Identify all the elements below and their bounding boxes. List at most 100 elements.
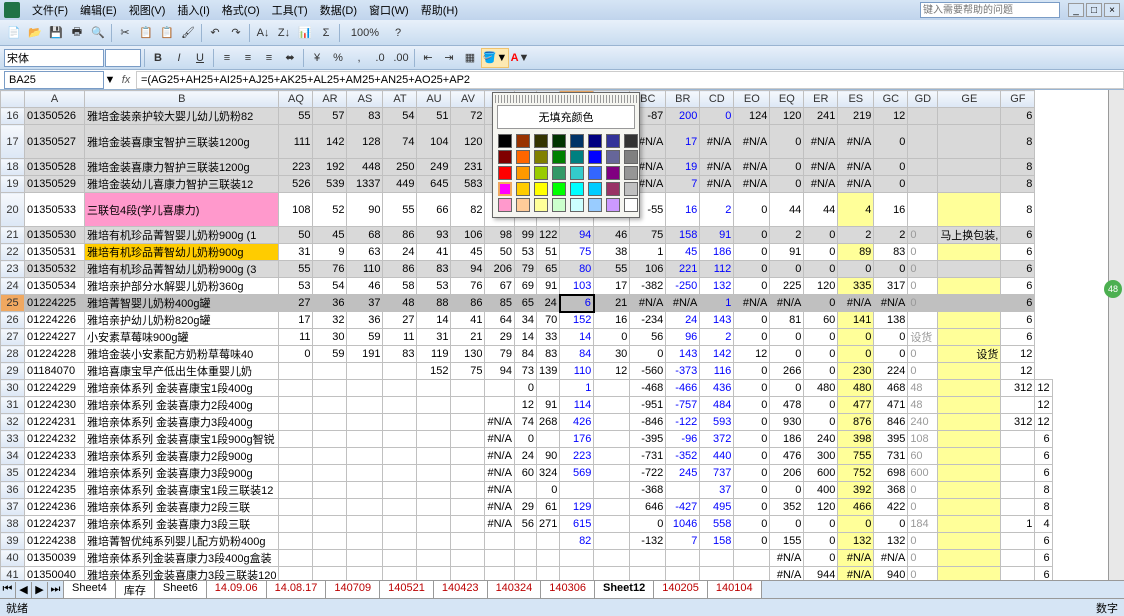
cell[interactable]: 32 [313, 312, 347, 329]
cell[interactable]: 45 [451, 244, 485, 261]
font-color-icon[interactable]: A▼ [510, 48, 530, 68]
cell[interactable]: 8 [1001, 193, 1035, 227]
cell[interactable]: 646 [630, 499, 666, 516]
cell[interactable]: 01350532 [25, 261, 85, 278]
cell[interactable]: 128 [347, 125, 383, 159]
color-swatch[interactable] [624, 166, 638, 180]
color-swatch[interactable] [570, 166, 584, 180]
cell[interactable]: 0 [734, 193, 770, 227]
cell[interactable]: 8 [1035, 482, 1052, 499]
cell[interactable]: 雅培喜康宝早产低出生体重婴儿奶 [85, 363, 279, 380]
cell[interactable] [594, 533, 630, 550]
cell[interactable]: 51 [536, 244, 559, 261]
cell[interactable]: 2 [874, 227, 908, 244]
cell[interactable]: 0 [908, 278, 938, 295]
cell[interactable] [417, 499, 451, 516]
cell[interactable]: 539 [313, 176, 347, 193]
sheet-tab[interactable]: 140709 [325, 580, 380, 599]
cell[interactable]: #N/A [838, 176, 874, 193]
chart-icon[interactable]: 📊 [295, 23, 315, 43]
row-header[interactable]: 40 [1, 550, 25, 567]
cell[interactable]: 440 [700, 448, 734, 465]
cell[interactable]: 2 [700, 329, 734, 346]
tab-nav[interactable]: ⏮ [0, 582, 16, 598]
cell[interactable]: 224 [874, 363, 908, 380]
cell[interactable]: 60 [514, 465, 536, 482]
row-header[interactable]: 20 [1, 193, 25, 227]
cell[interactable]: 120 [451, 125, 485, 159]
cell[interactable]: 雅培亲体系列 金装喜康力2段400g [85, 397, 279, 414]
formula-input[interactable] [136, 71, 1124, 89]
cell[interactable]: 53 [514, 244, 536, 261]
cell[interactable]: -122 [666, 414, 700, 431]
cell[interactable]: 01350039 [25, 550, 85, 567]
color-swatch[interactable] [534, 198, 548, 212]
cell[interactable] [313, 448, 347, 465]
cell[interactable]: 12 [514, 397, 536, 414]
cell[interactable] [347, 533, 383, 550]
cell[interactable]: 76 [451, 278, 485, 295]
cell[interactable]: 0 [874, 516, 908, 533]
cell[interactable] [536, 533, 559, 550]
cell[interactable] [908, 176, 938, 193]
cell[interactable]: #N/A [838, 550, 874, 567]
cell[interactable]: 79 [485, 346, 514, 363]
cell[interactable]: 01350528 [25, 159, 85, 176]
cell[interactable]: 240 [804, 431, 838, 448]
cell[interactable] [347, 448, 383, 465]
cell[interactable] [938, 499, 1001, 516]
row-header[interactable]: 16 [1, 108, 25, 125]
cell[interactable] [313, 465, 347, 482]
cell[interactable]: 90 [347, 193, 383, 227]
cell[interactable] [279, 414, 313, 431]
restore-button[interactable]: □ [1086, 3, 1102, 17]
cell[interactable] [451, 397, 485, 414]
cell[interactable]: 12 [734, 346, 770, 363]
cell[interactable]: 29 [485, 329, 514, 346]
cell[interactable]: 110 [347, 261, 383, 278]
copy-icon[interactable]: 📋 [136, 23, 156, 43]
cell[interactable]: 0 [874, 176, 908, 193]
cell[interactable]: -757 [666, 397, 700, 414]
percent-icon[interactable]: % [328, 48, 348, 68]
cell[interactable]: 50 [485, 244, 514, 261]
cell[interactable] [1001, 499, 1035, 516]
row-header[interactable]: 31 [1, 397, 25, 414]
cell[interactable]: 94 [560, 227, 594, 244]
cell[interactable]: 41 [417, 244, 451, 261]
cell[interactable]: 52 [313, 193, 347, 227]
cell[interactable] [938, 329, 1001, 346]
sheet-tab[interactable]: 14.09.06 [206, 580, 267, 599]
cell[interactable]: 0 [804, 295, 838, 312]
sort-asc-icon[interactable]: A↓ [253, 23, 273, 43]
cell[interactable] [417, 516, 451, 533]
cell[interactable]: 0 [838, 261, 874, 278]
cell[interactable]: 44 [770, 193, 804, 227]
cell[interactable] [451, 465, 485, 482]
cell[interactable]: 152 [560, 312, 594, 329]
cell[interactable]: 14 [560, 329, 594, 346]
cell[interactable]: #N/A [874, 295, 908, 312]
cell[interactable]: 223 [560, 448, 594, 465]
col-header[interactable]: GE [938, 91, 1001, 108]
cell[interactable]: 14 [417, 312, 451, 329]
cell[interactable] [313, 431, 347, 448]
cell[interactable] [938, 278, 1001, 295]
cell[interactable] [700, 550, 734, 567]
cell[interactable]: 569 [560, 465, 594, 482]
cell[interactable]: 152 [417, 363, 451, 380]
col-header[interactable] [1, 91, 25, 108]
cell[interactable]: 56 [630, 329, 666, 346]
cell[interactable]: 0 [908, 227, 938, 244]
cell[interactable]: 01224237 [25, 516, 85, 533]
cell[interactable]: 141 [838, 312, 874, 329]
cell[interactable]: 120 [804, 278, 838, 295]
color-swatch[interactable] [624, 150, 638, 164]
cell[interactable]: 129 [560, 499, 594, 516]
cell[interactable] [908, 108, 938, 125]
cell[interactable]: 48 [908, 397, 938, 414]
cell[interactable]: 94 [485, 363, 514, 380]
currency-icon[interactable]: ¥ [307, 48, 327, 68]
cell[interactable] [938, 516, 1001, 533]
color-swatch[interactable] [624, 198, 638, 212]
